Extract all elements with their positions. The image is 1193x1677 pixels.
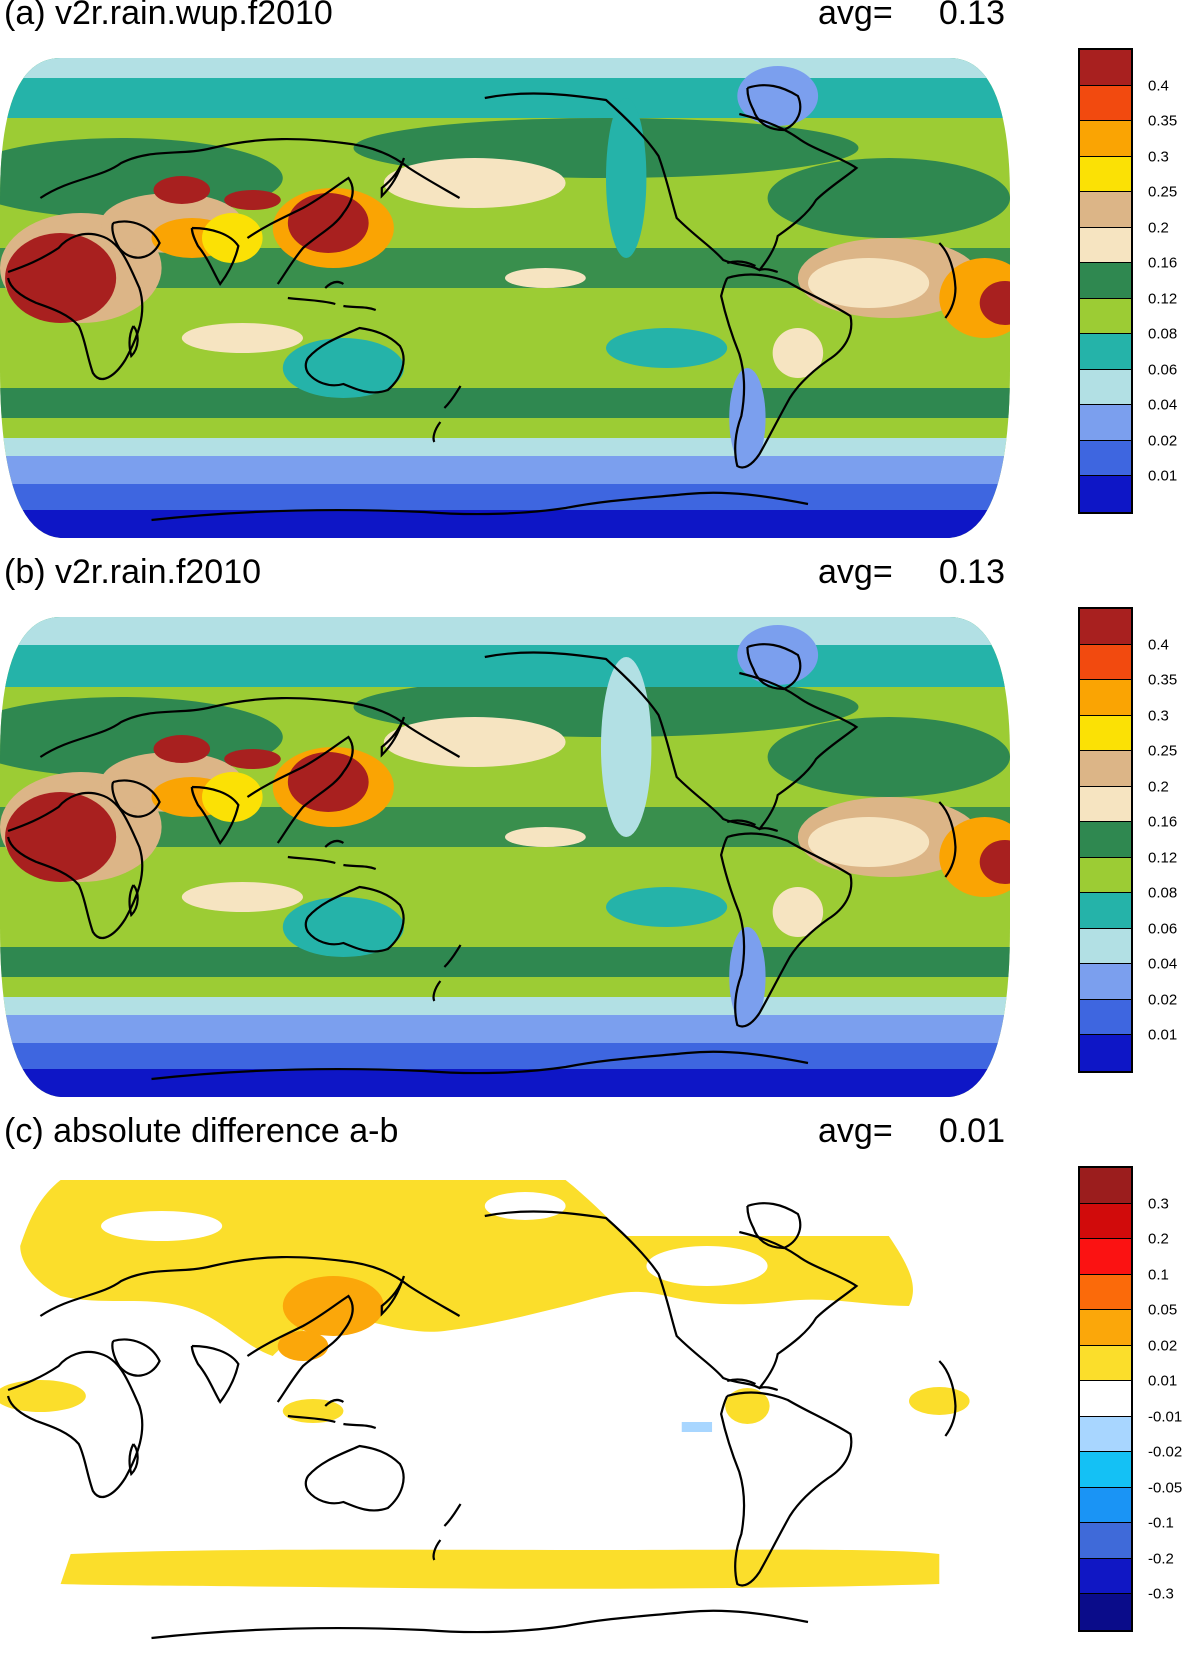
- panel-title: (c) absolute difference a-b: [4, 1112, 399, 1150]
- colorbar-swatch: [1080, 1487, 1131, 1523]
- colorbar-label: 0.3: [1148, 148, 1169, 165]
- colorbar-label: 0.35: [1148, 671, 1178, 689]
- colorbar-swatch: [1080, 156, 1131, 192]
- colorbar-swatch: [1080, 121, 1131, 157]
- colorbar-swatch: [1080, 1416, 1131, 1452]
- colorbar-swatch: [1080, 476, 1131, 512]
- colorbar-label: 0.3: [1148, 707, 1169, 724]
- colorbar-label: 0.02: [1148, 1337, 1178, 1354]
- colorbar-swatch: [1080, 786, 1131, 822]
- colorbar-label: -0.02: [1148, 1443, 1183, 1461]
- colorbar-swatch: [1080, 999, 1131, 1035]
- colorbar-swatch: [1080, 715, 1131, 751]
- colorbar-label: 0.1: [1148, 1266, 1169, 1283]
- colorbar-swatch: [1080, 1274, 1131, 1310]
- colorbar: [1078, 1166, 1133, 1632]
- colorbar-swatch: [1080, 680, 1131, 716]
- colorbar-swatch: [1080, 263, 1131, 299]
- colorbar-label: 0.2: [1148, 778, 1169, 795]
- panel-c: (c) absolute difference a-b avg= 0.01 0.…: [0, 1112, 1193, 1677]
- colorbar-label: 0.2: [1148, 219, 1169, 236]
- colorbar-swatch: [1080, 1168, 1131, 1204]
- colorbar-label: 0.06: [1148, 361, 1178, 378]
- colorbar-label: 0.35: [1148, 112, 1178, 130]
- colorbar-label: 0.05: [1148, 1301, 1178, 1319]
- colorbar-swatch: [1080, 1203, 1131, 1239]
- colorbar-label: 0.25: [1148, 742, 1178, 760]
- colorbar-swatch: [1080, 609, 1131, 645]
- colorbar-swatch: [1080, 822, 1131, 858]
- panel-b: (b) v2r.rain.f2010 avg= 0.13: [0, 553, 1193, 1118]
- panel-a: (a) v2r.rain.wup.f2010 avg= 0.13: [0, 0, 1193, 559]
- colorbar-swatch: [1080, 50, 1131, 86]
- colorbar-label: 0.08: [1148, 325, 1178, 343]
- colorbar-label: -0.2: [1148, 1550, 1174, 1567]
- colorbar-swatch: [1080, 334, 1131, 370]
- colorbar-label: 0.3: [1148, 1195, 1169, 1212]
- colorbar-swatch: [1080, 1558, 1131, 1594]
- colorbar-swatch: [1080, 1381, 1131, 1417]
- colorbar-label: 0.16: [1148, 813, 1178, 831]
- colorbar-swatch: [1080, 1310, 1131, 1346]
- colorbar-swatch: [1080, 1452, 1131, 1488]
- colorbar-label: -0.1: [1148, 1514, 1174, 1532]
- colorbar-label: 0.01: [1148, 1026, 1178, 1044]
- panel-title: (a) v2r.rain.wup.f2010: [4, 0, 333, 32]
- colorbar-label: 0.06: [1148, 920, 1178, 937]
- colorbar-swatch: [1080, 1594, 1131, 1630]
- colorbar-label: 0.01: [1148, 1372, 1178, 1390]
- colorbar-label: -0.3: [1148, 1585, 1174, 1603]
- colorbar: [1078, 607, 1133, 1073]
- colorbar: [1078, 48, 1133, 514]
- colorbar-swatch: [1080, 964, 1131, 1000]
- colorbar-swatch: [1080, 298, 1131, 334]
- colorbar-label: 0.4: [1148, 636, 1169, 653]
- difference-map: [0, 1176, 1010, 1656]
- avg-label: avg=: [818, 553, 893, 591]
- colorbar-swatch: [1080, 192, 1131, 228]
- colorbar-swatch: [1080, 1523, 1131, 1559]
- colorbar-label: 0.12: [1148, 290, 1178, 307]
- colorbar-swatch: [1080, 644, 1131, 680]
- colorbar-label: 0.02: [1148, 991, 1178, 1008]
- colorbar-swatch: [1080, 227, 1131, 263]
- avg-label: avg=: [818, 1112, 893, 1150]
- panel-title: (b) v2r.rain.f2010: [4, 553, 262, 591]
- colorbar-label: 0.01: [1148, 467, 1178, 485]
- colorbar-swatch: [1080, 857, 1131, 893]
- colorbar-swatch: [1080, 751, 1131, 787]
- colorbar-label: -0.05: [1148, 1479, 1183, 1496]
- colorbar-label: 0.4: [1148, 77, 1169, 94]
- colorbar-label: -0.01: [1148, 1408, 1183, 1425]
- colorbar-label: 0.16: [1148, 254, 1178, 272]
- colorbar-swatch: [1080, 440, 1131, 476]
- colorbar-label: 0.12: [1148, 849, 1178, 866]
- colorbar-label: 0.2: [1148, 1230, 1169, 1248]
- colorbar-label: 0.08: [1148, 884, 1178, 902]
- precip-map: [0, 617, 1010, 1097]
- precip-map: [0, 58, 1010, 538]
- colorbar-swatch: [1080, 1345, 1131, 1381]
- colorbar-label: 0.04: [1148, 396, 1178, 414]
- avg-label: avg=: [818, 0, 893, 32]
- avg-value: 0.13: [938, 553, 1005, 591]
- colorbar-swatch: [1080, 405, 1131, 441]
- colorbar-swatch: [1080, 893, 1131, 929]
- colorbar-swatch: [1080, 928, 1131, 964]
- colorbar-label: 0.25: [1148, 183, 1178, 201]
- colorbar-swatch: [1080, 369, 1131, 405]
- colorbar-swatch: [1080, 1035, 1131, 1071]
- colorbar-swatch: [1080, 85, 1131, 121]
- avg-value: 0.01: [938, 1112, 1005, 1150]
- avg-value: 0.13: [938, 0, 1005, 32]
- colorbar-swatch: [1080, 1239, 1131, 1275]
- colorbar-label: 0.02: [1148, 432, 1178, 449]
- colorbar-label: 0.04: [1148, 955, 1178, 973]
